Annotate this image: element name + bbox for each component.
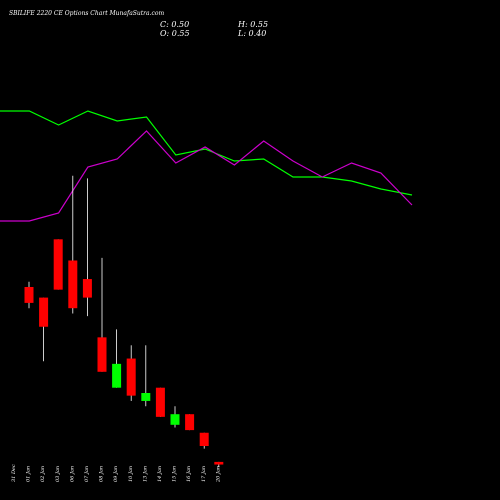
candle-body xyxy=(214,461,224,465)
candle-body xyxy=(68,260,78,309)
candle-body xyxy=(53,239,63,290)
x-tick-label: 06 Jan xyxy=(69,466,75,482)
high-value: H: 0.55 xyxy=(238,20,269,29)
x-tick-label: 03 Jan xyxy=(55,466,61,482)
series-line-1 xyxy=(0,110,413,196)
candle-body xyxy=(82,279,92,298)
candle-body xyxy=(112,363,122,388)
candle-body xyxy=(126,358,136,396)
open-value: O: 0.55 xyxy=(160,29,190,38)
candle-body xyxy=(97,337,107,372)
candle-body xyxy=(24,287,34,303)
series-line-2 xyxy=(0,130,413,222)
x-tick-label: 02 Jan xyxy=(40,466,46,482)
x-tick-label: 31 Dec xyxy=(11,464,17,482)
candle-body xyxy=(185,414,195,431)
candle-body xyxy=(141,393,151,401)
x-tick-label: 17 Jan xyxy=(201,466,207,482)
x-tick-label: 15 Jan xyxy=(172,466,178,482)
chart-title: SBILIFE 2220 CE Options Chart MunafaSutr… xyxy=(9,10,165,17)
x-tick-label: 08 Jan xyxy=(99,466,105,482)
x-tick-label: 14 Jan xyxy=(157,466,163,482)
x-tick-label: 01 Jan xyxy=(26,466,32,482)
close-value: C: 0.50 xyxy=(160,20,190,29)
x-tick-label: 16 Jan xyxy=(186,466,192,482)
x-tick-label: 07 Jan xyxy=(84,466,90,482)
candle-body xyxy=(170,414,180,425)
x-tick-label: 20 Jan xyxy=(215,466,221,483)
candle-body xyxy=(39,297,49,327)
x-tick-label: 09 Jan xyxy=(113,466,119,482)
candle-body xyxy=(199,432,209,446)
candle-body xyxy=(155,387,165,417)
x-tick-label: 10 Jan xyxy=(128,466,134,482)
x-tick-label: 13 Jan xyxy=(142,466,148,482)
low-value: L: 0.40 xyxy=(238,29,267,38)
